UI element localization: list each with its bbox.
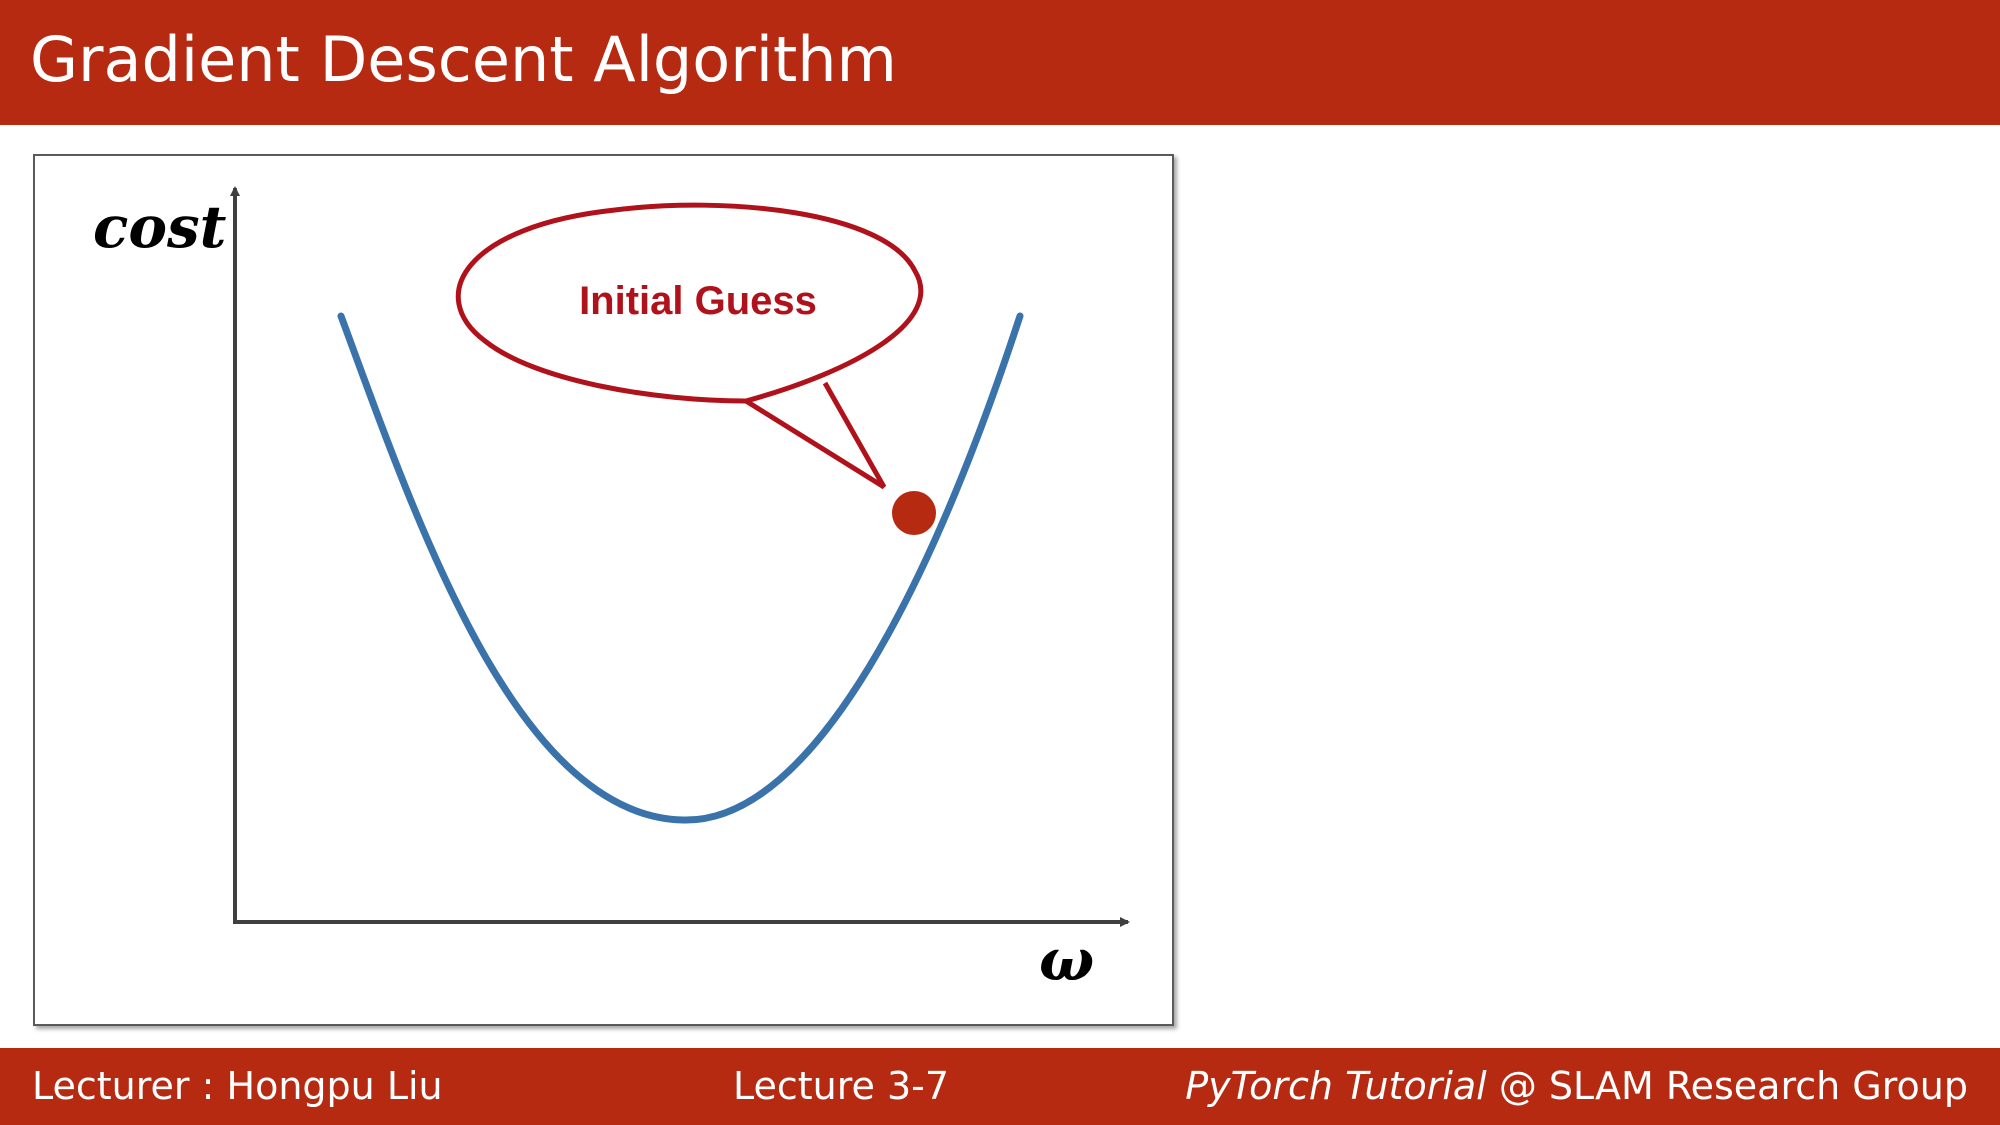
y-axis-label: cost <box>93 193 227 261</box>
initial-guess-callout <box>455 202 924 490</box>
gradient-descent-figure: cost ω Initial Guess <box>33 154 1174 1026</box>
header-bar: Gradient Descent Algorithm <box>0 0 2000 125</box>
research-group: @ SLAM Research Group <box>1486 1064 1968 1108</box>
cost-curve-diagram: cost ω Initial Guess <box>93 186 1130 994</box>
slide-title: Gradient Descent Algorithm <box>30 23 897 96</box>
footer-bar: Lecturer : Hongpu Liu Lecture 3-7 PyTorc… <box>0 1048 2000 1125</box>
lecturer-name: Lecturer : Hongpu Liu <box>32 1064 443 1108</box>
lecture-number: Lecture 3-7 <box>733 1064 950 1108</box>
course-name: PyTorch Tutorial <box>1185 1064 1487 1108</box>
course-affiliation: PyTorch Tutorial @ SLAM Research Group <box>1185 1064 1968 1108</box>
initial-guess-point <box>892 491 936 535</box>
cost-curve <box>337 312 1024 824</box>
callout-label: Initial Guess <box>579 279 817 323</box>
x-axis-label: ω <box>1039 926 1094 994</box>
